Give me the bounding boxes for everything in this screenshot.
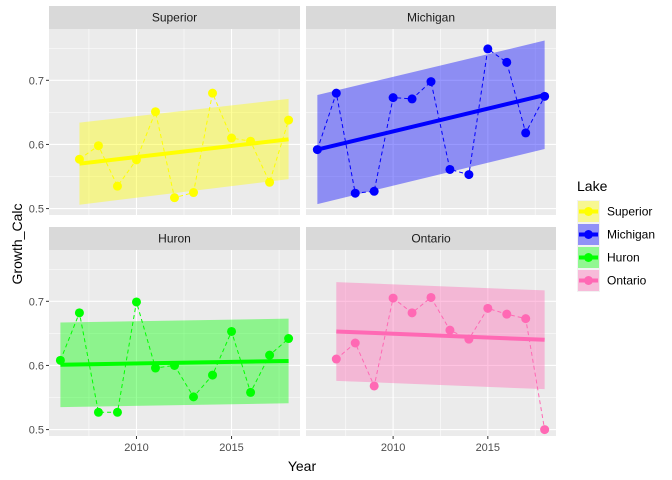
data-point-superior bbox=[189, 188, 199, 198]
strip-label-huron: Huron bbox=[158, 232, 191, 246]
data-point-superior bbox=[170, 193, 179, 203]
data-point-huron bbox=[227, 326, 237, 336]
x-tick-label: 2010 bbox=[381, 442, 405, 454]
legend-item-michigan: Michigan bbox=[577, 223, 655, 246]
data-point-huron bbox=[170, 360, 179, 370]
data-point-ontario bbox=[350, 338, 360, 348]
legend-point-swatch bbox=[584, 230, 593, 239]
data-point-superior bbox=[265, 177, 275, 187]
strip-label-michigan: Michigan bbox=[407, 11, 455, 25]
data-point-huron bbox=[246, 387, 256, 397]
series-line-superior bbox=[79, 91, 290, 199]
legend-item-ontario: Ontario bbox=[577, 269, 647, 292]
data-point-ontario bbox=[502, 309, 512, 319]
data-point-superior bbox=[93, 141, 103, 151]
trend-line-ontario bbox=[336, 329, 545, 342]
y-tick-label: 0.6 bbox=[29, 139, 44, 151]
plot-background-superior bbox=[49, 29, 300, 215]
trend-line-michigan bbox=[316, 93, 546, 152]
data-point-michigan bbox=[445, 164, 455, 174]
data-point-ontario bbox=[464, 334, 474, 344]
data-point-ontario bbox=[388, 293, 398, 303]
data-point-ontario bbox=[445, 325, 455, 335]
x-tick-label: 2015 bbox=[219, 442, 243, 454]
data-point-michigan bbox=[540, 91, 550, 101]
legend-label-ontario: Ontario bbox=[607, 274, 647, 288]
data-point-huron bbox=[189, 392, 199, 402]
strip-ontario bbox=[306, 227, 556, 250]
y-tick-label: 0.5 bbox=[29, 425, 44, 437]
plot-background-huron bbox=[49, 250, 300, 436]
series-line-ontario bbox=[335, 296, 546, 430]
data-point-huron bbox=[131, 297, 141, 307]
data-point-superior bbox=[150, 107, 160, 117]
legend-point-swatch bbox=[584, 276, 593, 285]
data-point-ontario bbox=[483, 303, 493, 313]
data-point-huron bbox=[74, 308, 84, 318]
strip-michigan bbox=[306, 6, 556, 29]
data-point-huron bbox=[284, 334, 294, 344]
strip-label-superior: Superior bbox=[152, 11, 197, 25]
y-axis-title: Growth_Calc bbox=[9, 204, 25, 285]
data-point-huron bbox=[150, 363, 160, 373]
data-point-michigan bbox=[426, 77, 436, 87]
data-point-michigan bbox=[312, 145, 322, 155]
strip-superior bbox=[49, 6, 300, 29]
legend-point-swatch bbox=[584, 253, 593, 262]
legend-label-huron: Huron bbox=[607, 251, 640, 265]
data-point-michigan bbox=[407, 94, 417, 104]
y-tick-label: 0.7 bbox=[29, 75, 44, 87]
data-point-ontario bbox=[426, 292, 436, 302]
legend-item-superior: Superior bbox=[577, 200, 652, 223]
data-point-huron bbox=[265, 350, 275, 360]
data-point-michigan bbox=[331, 88, 341, 98]
data-point-superior bbox=[227, 133, 237, 143]
legend-label-michigan: Michigan bbox=[607, 228, 655, 242]
axes: 0.5 0.6 0.7 0.5 0.6 0.7 2010 2015 2010 2015 bbox=[29, 75, 500, 454]
legend-title: Lake bbox=[577, 178, 608, 194]
data-point-michigan bbox=[521, 128, 531, 138]
data-point-huron bbox=[112, 407, 122, 417]
data-point-huron bbox=[93, 407, 103, 417]
panel-ontario: Ontario bbox=[306, 227, 556, 436]
y-tick-label: 0.6 bbox=[29, 360, 44, 372]
x-tick-label: 2015 bbox=[476, 442, 500, 454]
data-point-ontario bbox=[521, 314, 531, 324]
data-point-michigan bbox=[502, 57, 512, 67]
plot-background-ontario bbox=[306, 250, 556, 436]
legend-item-huron: Huron bbox=[577, 246, 640, 269]
data-point-michigan bbox=[369, 186, 379, 196]
data-point-ontario bbox=[331, 354, 341, 364]
x-tick-label: 2010 bbox=[124, 442, 148, 454]
data-point-ontario bbox=[369, 381, 379, 391]
data-point-superior bbox=[246, 136, 256, 146]
data-point-superior bbox=[131, 155, 141, 165]
data-point-ontario bbox=[540, 425, 550, 435]
data-point-huron bbox=[55, 355, 65, 365]
data-point-michigan bbox=[388, 93, 398, 103]
y-tick-label: 0.5 bbox=[29, 204, 44, 216]
legend-point-swatch bbox=[584, 207, 593, 216]
data-point-superior bbox=[208, 88, 218, 98]
data-point-superior bbox=[74, 154, 84, 164]
data-point-ontario bbox=[407, 308, 417, 318]
data-point-superior bbox=[112, 181, 122, 191]
strip-label-ontario: Ontario bbox=[411, 232, 451, 246]
x-axis-title: Year bbox=[288, 458, 317, 474]
data-point-michigan bbox=[483, 44, 493, 54]
legend-label-superior: Superior bbox=[607, 205, 652, 219]
data-point-michigan bbox=[464, 170, 474, 180]
legend: Lake Superior Michigan Huron Ontario bbox=[577, 178, 655, 292]
panel-michigan: Michigan bbox=[306, 6, 556, 215]
data-point-huron bbox=[208, 370, 218, 380]
y-tick-label: 0.7 bbox=[29, 296, 44, 308]
panel-superior: Superior bbox=[49, 6, 300, 215]
panel-huron: Huron bbox=[49, 227, 300, 436]
data-point-michigan bbox=[350, 188, 360, 198]
facet-panels: Superior Michigan Huron Ontario bbox=[49, 6, 556, 436]
data-point-superior bbox=[284, 115, 294, 125]
strip-huron bbox=[49, 227, 300, 250]
